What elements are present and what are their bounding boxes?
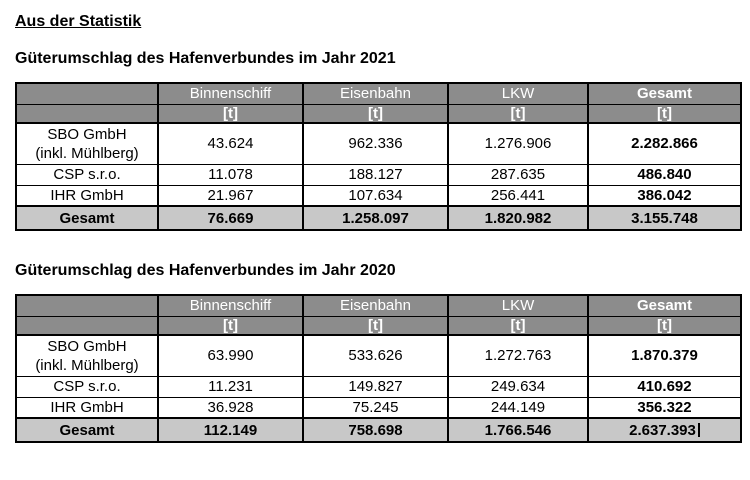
total-label: Gesamt	[15, 205, 159, 231]
unit-cell: [t]	[157, 103, 304, 124]
value-cell: 188.127	[302, 163, 449, 186]
row-label: CSP s.r.o.	[15, 375, 159, 398]
value-cell: 256.441	[447, 184, 589, 207]
col-header-binnenschiff: Binnenschiff	[157, 82, 304, 105]
total-value-cell: 1.766.546	[447, 417, 589, 443]
value-cell: 21.967	[157, 184, 304, 207]
value-cell: 1.870.379	[587, 334, 742, 377]
value-cell: 386.042	[587, 184, 742, 207]
units-row: [t] [t] [t] [t]	[15, 103, 742, 124]
unit-cell: [t]	[447, 315, 589, 336]
col-header-gesamt: Gesamt	[587, 294, 742, 317]
value-cell: 244.149	[447, 396, 589, 419]
value-cell: 63.990	[157, 334, 304, 377]
total-value-cell: 112.149	[157, 417, 304, 443]
unit-cell: [t]	[302, 315, 449, 336]
value-cell: 11.231	[157, 375, 304, 398]
row-label: SBO GmbH (inkl. Mühlberg)	[15, 334, 159, 377]
value-cell: 107.634	[302, 184, 449, 207]
total-value-cell: 1.258.097	[302, 205, 449, 231]
row-label: IHR GmbH	[15, 184, 159, 207]
page-title: Aus der Statistik	[15, 13, 142, 30]
value-cell: 486.840	[587, 163, 742, 186]
total-label: Gesamt	[15, 417, 159, 443]
total-value-cell: 1.820.982	[447, 205, 589, 231]
col-header-lkw: LKW	[447, 82, 589, 105]
row-label-line: (inkl. Mühlberg)	[35, 356, 139, 374]
value-cell: 410.692	[587, 375, 742, 398]
cargo-table-2020: Binnenschiff Eisenbahn LKW Gesamt [t] [t…	[15, 294, 742, 443]
value-cell: 249.634	[447, 375, 589, 398]
cargo-table-2021: Binnenschiff Eisenbahn LKW Gesamt [t] [t…	[15, 82, 742, 231]
value-cell: 1.276.906	[447, 122, 589, 165]
row-label: IHR GmbH	[15, 396, 159, 419]
unit-cell: [t]	[157, 315, 304, 336]
total-value-cell: 2.637.393	[587, 417, 742, 443]
value-cell: 75.245	[302, 396, 449, 419]
row-label-line: SBO GmbH	[47, 125, 127, 143]
unit-cell: [t]	[447, 103, 589, 124]
value-cell: 149.827	[302, 375, 449, 398]
col-header-gesamt: Gesamt	[587, 82, 742, 105]
row-label-line: (inkl. Mühlberg)	[35, 144, 139, 162]
row-label: CSP s.r.o.	[15, 163, 159, 186]
table-row-csp: CSP s.r.o. 11.231 149.827 249.634 410.69…	[15, 375, 742, 398]
table-row-ihr: IHR GmbH 21.967 107.634 256.441 386.042	[15, 184, 742, 207]
total-value: 2.637.393	[629, 421, 696, 439]
row-label: SBO GmbH (inkl. Mühlberg)	[15, 122, 159, 165]
value-cell: 43.624	[157, 122, 304, 165]
col-header-eisenbahn: Eisenbahn	[302, 82, 449, 105]
value-cell: 36.928	[157, 396, 304, 419]
value-cell: 1.272.763	[447, 334, 589, 377]
col-header-lkw: LKW	[447, 294, 589, 317]
unit-cell: [t]	[587, 315, 742, 336]
header-row: Binnenschiff Eisenbahn LKW Gesamt	[15, 82, 742, 105]
table-row-sbo: SBO GmbH (inkl. Mühlberg) 43.624 962.336…	[15, 122, 742, 165]
table-row-sbo: SBO GmbH (inkl. Mühlberg) 63.990 533.626…	[15, 334, 742, 377]
value-cell: 11.078	[157, 163, 304, 186]
value-cell: 287.635	[447, 163, 589, 186]
corner-cell	[15, 103, 159, 124]
total-value-cell: 758.698	[302, 417, 449, 443]
text-cursor-caret	[697, 422, 700, 437]
value-cell: 356.322	[587, 396, 742, 419]
unit-cell: [t]	[587, 103, 742, 124]
total-value-cell: 76.669	[157, 205, 304, 231]
units-row: [t] [t] [t] [t]	[15, 315, 742, 336]
total-row: Gesamt 112.149 758.698 1.766.546 2.637.3…	[15, 417, 742, 443]
table-row-ihr: IHR GmbH 36.928 75.245 244.149 356.322	[15, 396, 742, 419]
table-row-csp: CSP s.r.o. 11.078 188.127 287.635 486.84…	[15, 163, 742, 186]
table-caption-2020: Güterumschlag des Hafenverbundes im Jahr…	[15, 262, 396, 279]
total-value-cell: 3.155.748	[587, 205, 742, 231]
header-row: Binnenschiff Eisenbahn LKW Gesamt	[15, 294, 742, 317]
corner-cell	[15, 294, 159, 317]
table-caption-2021: Güterumschlag des Hafenverbundes im Jahr…	[15, 50, 396, 67]
col-header-eisenbahn: Eisenbahn	[302, 294, 449, 317]
total-row: Gesamt 76.669 1.258.097 1.820.982 3.155.…	[15, 205, 742, 231]
document-page: Aus der Statistik Güterumschlag des Hafe…	[15, 13, 742, 443]
col-header-binnenschiff: Binnenschiff	[157, 294, 304, 317]
row-label-line: SBO GmbH	[47, 337, 127, 355]
value-cell: 962.336	[302, 122, 449, 165]
value-cell: 533.626	[302, 334, 449, 377]
unit-cell: [t]	[302, 103, 449, 124]
value-cell: 2.282.866	[587, 122, 742, 165]
corner-cell	[15, 82, 159, 105]
corner-cell	[15, 315, 159, 336]
